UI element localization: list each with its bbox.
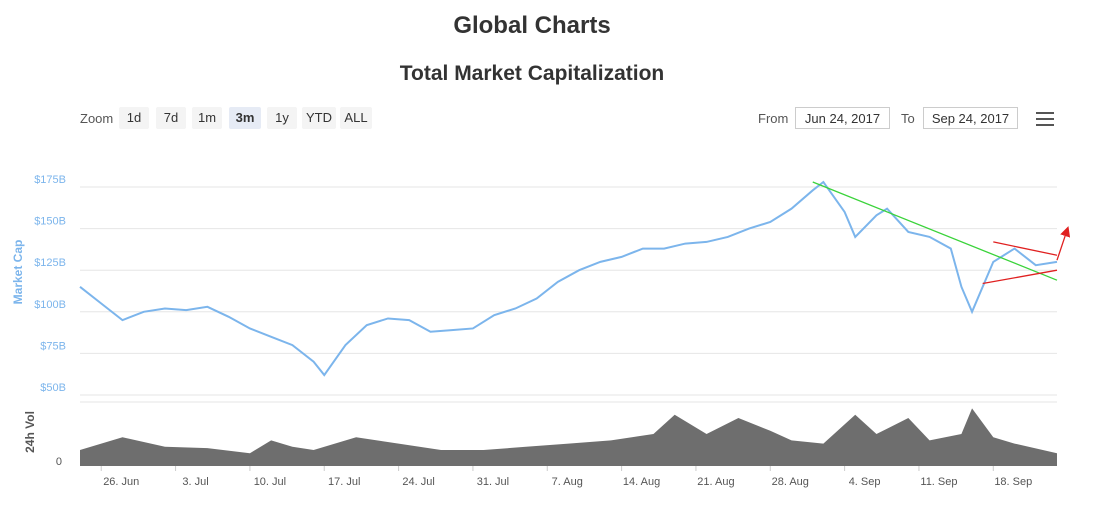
volume-tick-label: 0	[56, 456, 62, 468]
x-tick-label: 4. Sep	[849, 476, 881, 488]
hamburger-menu-icon[interactable]	[1036, 112, 1054, 126]
from-label: From	[758, 111, 789, 126]
zoom-1d-button[interactable]: 1d	[119, 107, 149, 129]
x-tick-label: 10. Jul	[254, 476, 286, 488]
zoom-ytd-button[interactable]: YTD	[302, 107, 336, 129]
zoom-all-button[interactable]: ALL	[340, 107, 372, 129]
zoom-1y-button[interactable]: 1y	[267, 107, 297, 129]
x-tick-label: 24. Jul	[402, 476, 434, 488]
zoom-1m-button[interactable]: 1m	[192, 107, 222, 129]
x-tick-label: 31. Jul	[477, 476, 509, 488]
zoom-3m-button[interactable]: 3m	[229, 107, 261, 129]
market-cap-line	[79, 180, 1058, 377]
x-tick-label: 3. Jul	[182, 476, 208, 488]
x-tick-label: 26. Jun	[103, 476, 139, 488]
zoom-label: Zoom	[80, 111, 114, 126]
x-tick-label: 28. Aug	[772, 476, 809, 488]
x-tick-label: 18. Sep	[994, 476, 1032, 488]
chart-title: Total Market Capitalization	[399, 62, 665, 85]
y-tick-label: $100B	[34, 299, 66, 311]
volume-axis-title: 24h Vol	[23, 411, 37, 453]
to-date-input[interactable]: Sep 24, 2017	[923, 107, 1018, 129]
x-tick-label: 7. Aug	[552, 476, 583, 488]
y-axis-title: Market Cap	[11, 240, 25, 305]
y-tick-label: $125B	[34, 257, 66, 269]
green-trendline	[812, 181, 1058, 281]
red-trendline	[993, 241, 1058, 256]
from-date-input[interactable]: Jun 24, 2017	[795, 107, 890, 129]
zoom-7d-button[interactable]: 7d	[156, 107, 186, 129]
page-title: Global Charts	[453, 12, 611, 39]
x-tick-label: 11. Sep	[920, 476, 957, 488]
x-tick-label: 14. Aug	[623, 476, 660, 488]
y-tick-label: $175B	[34, 174, 66, 186]
trend-arrow	[1056, 226, 1071, 261]
x-tick-label: 17. Jul	[328, 476, 360, 488]
red-trendline	[982, 269, 1058, 285]
x-tick-label: 21. Aug	[697, 476, 734, 488]
volume-area	[80, 408, 1057, 466]
y-tick-label: $75B	[40, 340, 66, 352]
y-tick-label: $150B	[34, 216, 66, 228]
y-tick-label: $50B	[40, 382, 66, 394]
to-label: To	[901, 111, 915, 126]
